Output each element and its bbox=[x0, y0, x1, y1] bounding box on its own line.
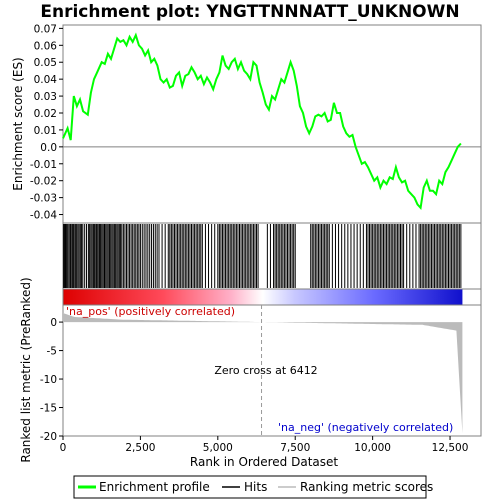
x-tick-label: 2,500 bbox=[125, 442, 155, 454]
legend-label-hits: Hits bbox=[244, 480, 267, 494]
chart-title: Enrichment plot: YNGTTNNNATT_UNKNOWN bbox=[40, 2, 459, 22]
rank-color-bar bbox=[63, 289, 463, 305]
es-y-tick-label: 0.01 bbox=[34, 125, 57, 137]
es-y-tick-label: 0.06 bbox=[34, 40, 58, 52]
es-y-axis-label: Enrichment score (ES) bbox=[11, 57, 25, 190]
es-y-tick-label: 0.04 bbox=[34, 74, 58, 86]
es-y-tick-label: -0.02 bbox=[30, 176, 57, 188]
x-tick-label: 7,500 bbox=[280, 442, 310, 454]
es-y-tick-label: 0.03 bbox=[34, 91, 57, 103]
x-axis-label: Rank in Ordered Dataset bbox=[190, 455, 338, 469]
ranking-y-tick-label: -10 bbox=[40, 374, 57, 386]
hits-panel-frame bbox=[62, 222, 482, 290]
es-y-tick-label: 0.05 bbox=[34, 57, 57, 69]
positive-correlation-label: 'na_pos' (positively correlated) bbox=[66, 305, 235, 318]
enrichment-profile-line bbox=[62, 32, 462, 211]
es-y-tick-label: 0.07 bbox=[34, 23, 57, 35]
legend-label-ranking: Ranking metric scores bbox=[300, 480, 433, 494]
es-y-tick-label: 0.0 bbox=[40, 142, 57, 154]
ranking-y-tick-label: 0 bbox=[50, 317, 57, 329]
negative-correlation-label: 'na_neg' (negatively correlated) bbox=[278, 421, 453, 434]
x-tick-label: 5,000 bbox=[203, 442, 233, 454]
es-y-tick-label: -0.03 bbox=[30, 193, 57, 205]
ranking-plot-frame bbox=[62, 304, 482, 437]
ranking-y-tick-label: -15 bbox=[40, 403, 57, 415]
ranking-y-tick-label: -20 bbox=[40, 431, 57, 443]
ranking-axis-ticks: 0-5-10-15-200 2,500 5,000 7,500 10,000 12,500 bbox=[40, 317, 469, 454]
hits-group bbox=[63, 224, 462, 288]
ranking-y-tick-label: -5 bbox=[47, 346, 57, 358]
es-plot-frame bbox=[62, 24, 482, 224]
ranking-y-axis-label: Ranked list metric (PreRanked) bbox=[19, 277, 33, 462]
legend-label-enrichment: Enrichment profile bbox=[99, 480, 210, 494]
x-tick-label: 10,000 bbox=[354, 442, 391, 454]
es-y-tick-label: -0.04 bbox=[30, 210, 57, 222]
zero-cross-label: Zero cross at 6412 bbox=[214, 364, 317, 377]
legend-box bbox=[73, 475, 427, 499]
es-axis-ticks: 0.07 0.06 0.05 0.04 0.03 0.02 0.01 0.0 -0.01 -0.0… bbox=[30, 23, 63, 222]
es-y-tick-label: -0.01 bbox=[30, 159, 57, 171]
x-tick-label: 12,500 bbox=[432, 442, 469, 454]
es-y-tick-label: 0.02 bbox=[34, 108, 57, 120]
x-tick-label: 0 bbox=[60, 442, 67, 454]
